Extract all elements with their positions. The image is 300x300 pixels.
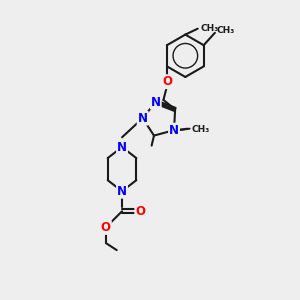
Text: N: N (117, 185, 127, 198)
Text: CH₃: CH₃ (192, 124, 210, 134)
Text: N: N (117, 141, 127, 154)
Text: O: O (135, 205, 145, 218)
Text: N: N (151, 95, 161, 109)
Text: N: N (169, 124, 179, 137)
Text: CH₃: CH₃ (200, 24, 218, 33)
Text: N: N (138, 112, 148, 125)
Text: O: O (101, 221, 111, 234)
Text: O: O (162, 75, 172, 88)
Text: CH₃: CH₃ (216, 26, 234, 35)
Text: methyl: methyl (189, 128, 194, 129)
